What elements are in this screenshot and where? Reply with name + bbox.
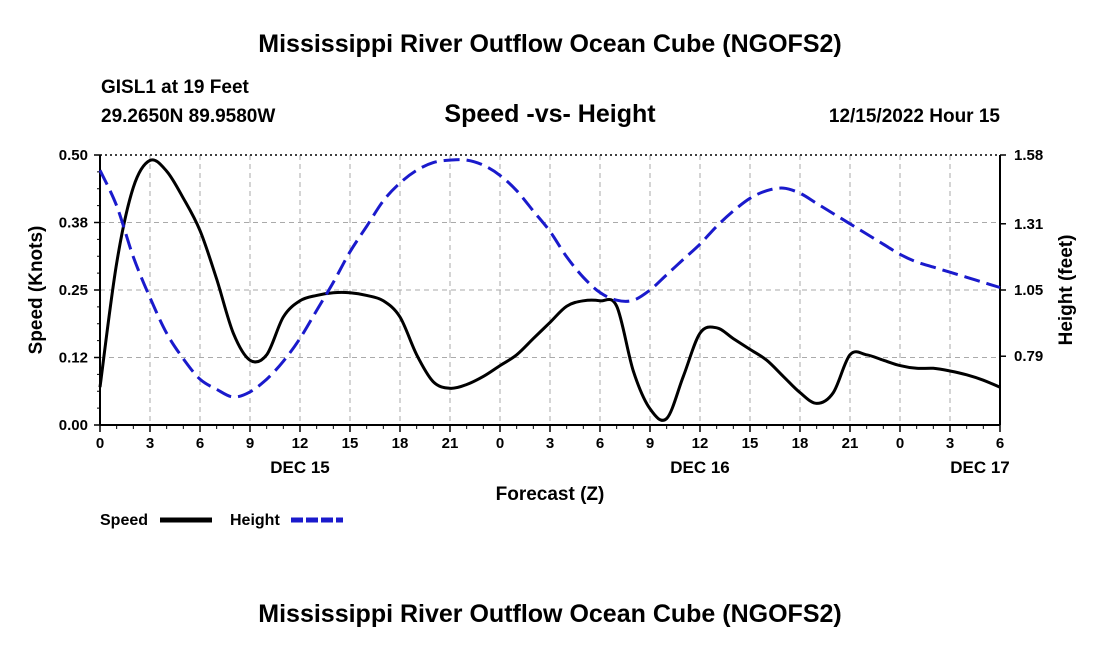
x-tick-label: 18 <box>392 435 409 452</box>
y2-tick-label: 1.31 <box>1014 216 1043 233</box>
coordinates-label: 29.2650N 89.9580W <box>101 106 276 127</box>
x-tick-label: 21 <box>442 435 459 452</box>
x-tick-label: 3 <box>146 435 154 452</box>
chart-title: Mississippi River Outflow Ocean Cube (NG… <box>258 30 842 58</box>
x-tick-label: 15 <box>342 435 359 452</box>
date-label: DEC 15 <box>270 458 330 477</box>
y-tick-label: 0.25 <box>59 282 88 299</box>
x-tick-label: 6 <box>996 435 1004 452</box>
x-tick-label: 0 <box>496 435 504 452</box>
y2-tick-label: 0.79 <box>1014 348 1043 365</box>
x-tick-label: 12 <box>292 435 309 452</box>
x-axis-title: Forecast (Z) <box>496 484 605 505</box>
station-label: GISL1 at 19 Feet <box>101 77 249 98</box>
date-label: DEC 16 <box>670 458 730 477</box>
y2-axis-title: Height (feet) <box>1056 235 1077 346</box>
x-tick-label: 3 <box>546 435 554 452</box>
x-tick-label: 0 <box>96 435 104 452</box>
x-tick-label: 9 <box>246 435 254 452</box>
date-label: DEC 17 <box>950 458 1010 477</box>
y2-tick-label: 1.58 <box>1014 147 1043 164</box>
forecast-datetime: 12/15/2022 Hour 15 <box>828 106 1000 127</box>
y-tick-label: 0.00 <box>59 417 88 434</box>
x-tick-label: 15 <box>742 435 759 452</box>
x-tick-label: 21 <box>842 435 859 452</box>
chart-subtitle: Speed -vs- Height <box>444 100 656 128</box>
height-series-line <box>98 158 1001 399</box>
x-tick-label: 9 <box>646 435 654 452</box>
legend-speed-label: Speed <box>100 512 148 529</box>
x-tick-label: 12 <box>692 435 709 452</box>
footer-title: Mississippi River Outflow Ocean Cube (NG… <box>258 600 842 628</box>
y-axis-title: Speed (Knots) <box>26 226 47 355</box>
y-tick-label: 0.38 <box>59 215 88 232</box>
speed-series-line <box>98 158 1001 422</box>
y2-tick-label: 1.05 <box>1014 282 1043 299</box>
y-tick-label: 0.50 <box>59 147 88 164</box>
x-tick-label: 0 <box>896 435 904 452</box>
x-tick-label: 6 <box>196 435 204 452</box>
x-tick-label: 18 <box>792 435 809 452</box>
x-tick-label: 3 <box>946 435 954 452</box>
y-tick-label: 0.12 <box>59 350 88 367</box>
legend-height-label: Height <box>230 512 280 529</box>
x-tick-label: 6 <box>596 435 604 452</box>
